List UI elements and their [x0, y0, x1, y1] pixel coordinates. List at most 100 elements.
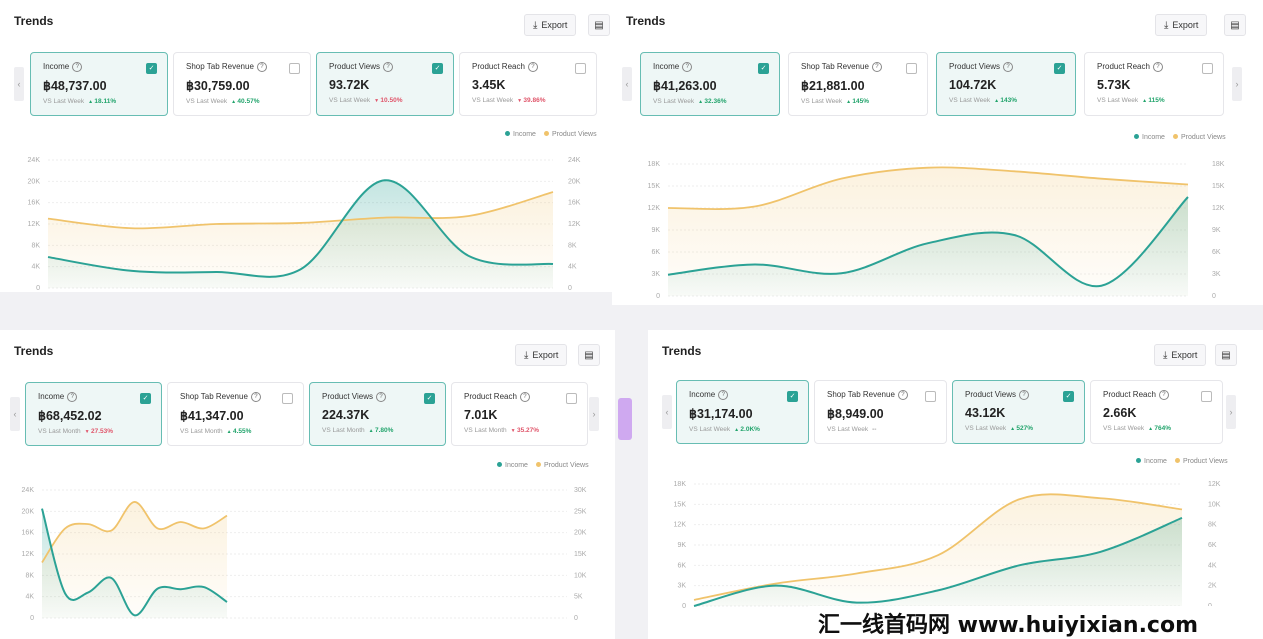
help-icon[interactable]: ? [67, 392, 78, 402]
metric-checkbox[interactable]: ✓ [787, 391, 798, 402]
metric-checkbox[interactable]: ✓ [1063, 391, 1074, 402]
help-icon[interactable]: ? [871, 62, 882, 72]
y-axis-left-tick: 16K [28, 200, 41, 207]
legend-item[interactable]: Income [505, 131, 536, 138]
legend-item[interactable]: Income [1134, 134, 1165, 141]
metric-checkbox[interactable] [906, 63, 917, 74]
metric-label: Product Reach [1103, 390, 1156, 400]
document-icon[interactable]: ▤ [1215, 344, 1237, 366]
metric-label: Income [38, 392, 65, 402]
metric-card-income[interactable]: Income? ✓ ฿48,737.00 VS Last Week ▲ 18.11% [30, 52, 168, 116]
metric-card-income[interactable]: Income? ✓ ฿41,263.00 VS Last Week ▲ 32.36% [640, 52, 780, 116]
comparison-period: VS Last Week [689, 426, 731, 433]
help-icon[interactable]: ? [682, 62, 693, 72]
change-value: ▼ 35.27% [511, 427, 539, 434]
legend-item[interactable]: Product Views [1174, 458, 1228, 465]
document-icon[interactable]: ▤ [588, 14, 610, 36]
metric-checkbox[interactable]: ✓ [1054, 63, 1065, 74]
comparison-period: VS Last Week [1097, 97, 1139, 104]
metric-checkbox[interactable] [566, 393, 577, 404]
export-button[interactable]: ⤓ Export [1155, 14, 1208, 36]
metric-label: Shop Tab Revenue [186, 62, 254, 72]
metric-checkbox[interactable] [289, 63, 300, 74]
metric-card-income[interactable]: Income? ✓ ฿31,174.00 VS Last Week ▲ 2.0K% [676, 380, 809, 444]
metric-checkbox[interactable] [282, 393, 293, 404]
metric-card-product-views[interactable]: Product Views? ✓ 93.72K VS Last Week ▼ 10.50… [316, 52, 454, 116]
metric-checkbox[interactable]: ✓ [146, 63, 157, 74]
legend-item[interactable]: Product Views [535, 462, 589, 469]
metric-checkbox[interactable] [1201, 391, 1212, 402]
carousel-prev-button[interactable]: ‹ [14, 67, 24, 101]
y-axis-left-tick: 6K [651, 249, 660, 256]
export-button[interactable]: ⤓ Export [1154, 344, 1207, 366]
metric-label-row: Income? [653, 62, 767, 72]
metric-card-product-reach[interactable]: Product Reach? 7.01K VS Last Month ▼ 35.27% [451, 382, 588, 446]
help-icon[interactable]: ? [1019, 390, 1029, 400]
metric-card-shop-tab-revenue[interactable]: Shop Tab Revenue? ฿21,881.00 VS Last Week ▲… [788, 52, 928, 116]
metric-card-product-reach[interactable]: Product Reach? 5.73K VS Last Week ▲ 115% [1084, 52, 1224, 116]
arrow-down-icon: ▼ [84, 429, 91, 435]
metric-card-product-views[interactable]: Product Views? ✓ 43.12K VS Last Week ▲ 527% [952, 380, 1085, 444]
metric-label-row: Shop Tab Revenue? [827, 390, 934, 400]
trends-panel-top-right: Trends ⤓ Export ▤ ‹ › Income? ✓ ฿41,263.00 VS Las… [612, 0, 1263, 305]
help-icon[interactable]: ? [256, 62, 267, 72]
metric-card-product-reach[interactable]: Product Reach? 3.45K VS Last Week ▼ 39.86% [459, 52, 597, 116]
legend-item[interactable]: Income [1136, 458, 1167, 465]
help-icon[interactable]: ? [250, 392, 261, 402]
document-icon[interactable]: ▤ [1224, 14, 1246, 36]
help-icon[interactable]: ? [527, 62, 538, 72]
document-icon[interactable]: ▤ [578, 344, 600, 366]
metric-checkbox[interactable] [575, 63, 586, 74]
metric-value: ฿48,737.00 [43, 79, 107, 93]
metric-card-shop-tab-revenue[interactable]: Shop Tab Revenue? ฿30,759.00 VS Last Week ▲… [173, 52, 311, 116]
change-percent: 145% [852, 98, 870, 105]
metric-card-product-views[interactable]: Product Views? ✓ 104.72K VS Last Week ▲ 143% [936, 52, 1076, 116]
metric-label: Product Views [322, 392, 373, 402]
metric-card-shop-tab-revenue[interactable]: Shop Tab Revenue? ฿41,347.00 VS Last Month… [167, 382, 304, 446]
carousel-next-button[interactable]: › [1226, 395, 1236, 429]
metric-card-product-views[interactable]: Product Views? ✓ 224.37K VS Last Month ▲ 7.8… [309, 382, 446, 446]
y-axis-left-tick: 15K [674, 501, 687, 508]
carousel-next-button[interactable]: › [589, 397, 599, 431]
y-axis-left-tick: 6K [677, 562, 686, 569]
metric-checkbox[interactable]: ✓ [140, 393, 151, 404]
metric-comparison: VS Last Week ▲ 40.57% [186, 98, 298, 105]
metric-checkbox[interactable] [1202, 63, 1213, 74]
help-icon[interactable]: ? [72, 62, 83, 72]
help-icon[interactable]: ? [383, 62, 393, 72]
metric-value: ฿41,263.00 [653, 79, 717, 93]
help-icon[interactable]: ? [897, 390, 908, 400]
legend-item[interactable]: Product Views [1172, 134, 1226, 141]
carousel-prev-button[interactable]: ‹ [662, 395, 672, 429]
legend-item[interactable]: Income [497, 462, 528, 469]
legend-item[interactable]: Product Views [543, 131, 597, 138]
y-axis-right-tick: 10K [1208, 501, 1221, 508]
metric-checkbox[interactable]: ✓ [758, 63, 769, 74]
help-icon[interactable]: ? [1152, 62, 1163, 72]
help-icon[interactable]: ? [718, 390, 729, 400]
change-percent: 7.80% [374, 427, 394, 434]
change-percent: 18.11% [94, 98, 117, 105]
metric-checkbox[interactable]: ✓ [424, 393, 435, 404]
metric-card-income[interactable]: Income? ✓ ฿68,452.02 VS Last Month ▼ 27.53% [25, 382, 162, 446]
help-icon[interactable]: ? [519, 392, 530, 402]
export-button[interactable]: ⤓ Export [524, 14, 577, 36]
metric-checkbox[interactable] [925, 391, 936, 402]
help-icon[interactable]: ? [1003, 62, 1013, 72]
carousel-prev-button[interactable]: ‹ [10, 397, 20, 431]
metric-comparison: VS Last Week ▲ 115% [1097, 97, 1211, 104]
help-icon[interactable]: ? [1158, 390, 1169, 400]
carousel-prev-button[interactable]: ‹ [622, 67, 632, 101]
help-icon[interactable]: ? [376, 392, 386, 402]
change-value: ▲ 115% [1142, 97, 1165, 104]
metric-card-product-reach[interactable]: Product Reach? 2.66K VS Last Week ▲ 764% [1090, 380, 1223, 444]
y-axis-left-tick: 12K [22, 551, 35, 558]
metric-checkbox[interactable]: ✓ [432, 63, 443, 74]
metric-card-shop-tab-revenue[interactable]: Shop Tab Revenue? ฿8,949.00 VS Last Week -- [814, 380, 947, 444]
y-axis-right-tick: 0 [574, 615, 578, 622]
export-button[interactable]: ⤓ Export [515, 344, 568, 366]
metric-label: Product Reach [472, 62, 525, 72]
carousel-next-button[interactable]: › [1232, 67, 1242, 101]
change-percent: 40.57% [237, 98, 260, 105]
metric-label-row: Shop Tab Revenue? [180, 392, 291, 402]
